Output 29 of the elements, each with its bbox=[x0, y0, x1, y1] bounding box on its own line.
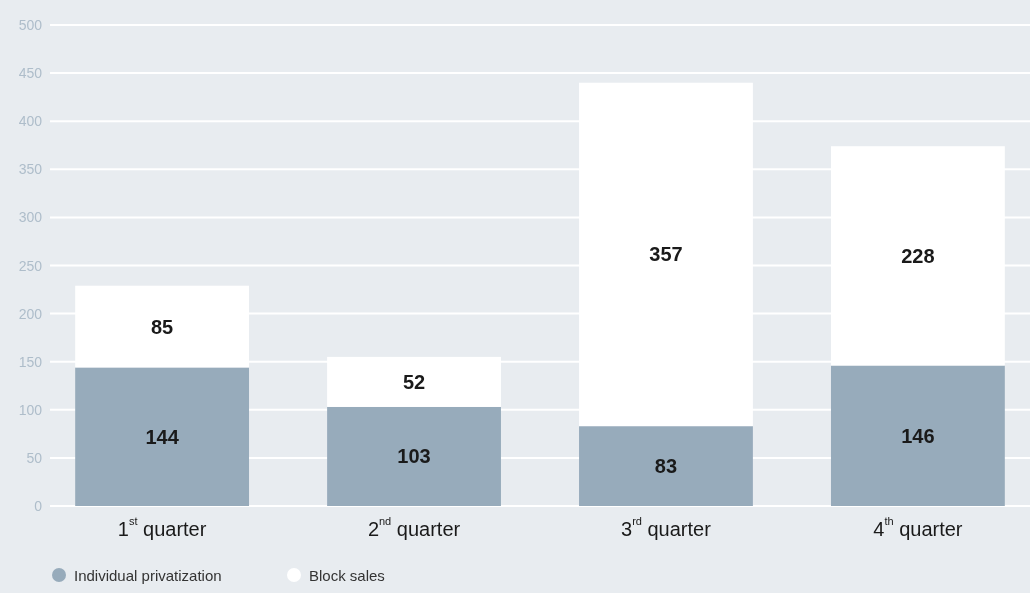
data-label: 144 bbox=[145, 425, 180, 448]
data-label: 103 bbox=[397, 445, 431, 468]
legend-label: Individual privatization bbox=[74, 566, 222, 584]
data-label: 85 bbox=[150, 315, 174, 338]
x-tick-label: 3$^{rd}$ quarter bbox=[621, 515, 712, 540]
bar bbox=[830, 365, 1005, 506]
data-label: 83 bbox=[654, 455, 678, 478]
data-label: 357 bbox=[649, 243, 683, 266]
y-tick-label: 200 bbox=[18, 305, 43, 322]
legend-label: Block sales bbox=[309, 566, 385, 584]
y-tick-label: 450 bbox=[18, 65, 43, 82]
x-tick-label: 2$^{nd}$ quarter bbox=[367, 515, 461, 540]
data-label: 228 bbox=[901, 244, 935, 267]
data-label: 146 bbox=[901, 424, 935, 447]
y-tick-label: 400 bbox=[18, 113, 43, 130]
x-tick-label: 4$^{th}$ quarter bbox=[873, 515, 963, 540]
y-tick-label: 100 bbox=[18, 401, 43, 418]
y-tick-label: 500 bbox=[18, 17, 43, 33]
y-tick-label: 300 bbox=[18, 209, 43, 226]
bar bbox=[327, 406, 501, 506]
y-tick-label: 50 bbox=[26, 449, 43, 466]
bar bbox=[75, 367, 250, 506]
y-tick-label: 0 bbox=[34, 498, 43, 514]
x-tick-label: 1$^{st}$ quarter bbox=[117, 515, 207, 540]
bar bbox=[579, 426, 753, 506]
data-label: 52 bbox=[402, 370, 426, 393]
y-tick-label: 150 bbox=[18, 353, 43, 370]
y-tick-label: 250 bbox=[18, 257, 43, 274]
y-tick-label: 350 bbox=[18, 161, 43, 178]
